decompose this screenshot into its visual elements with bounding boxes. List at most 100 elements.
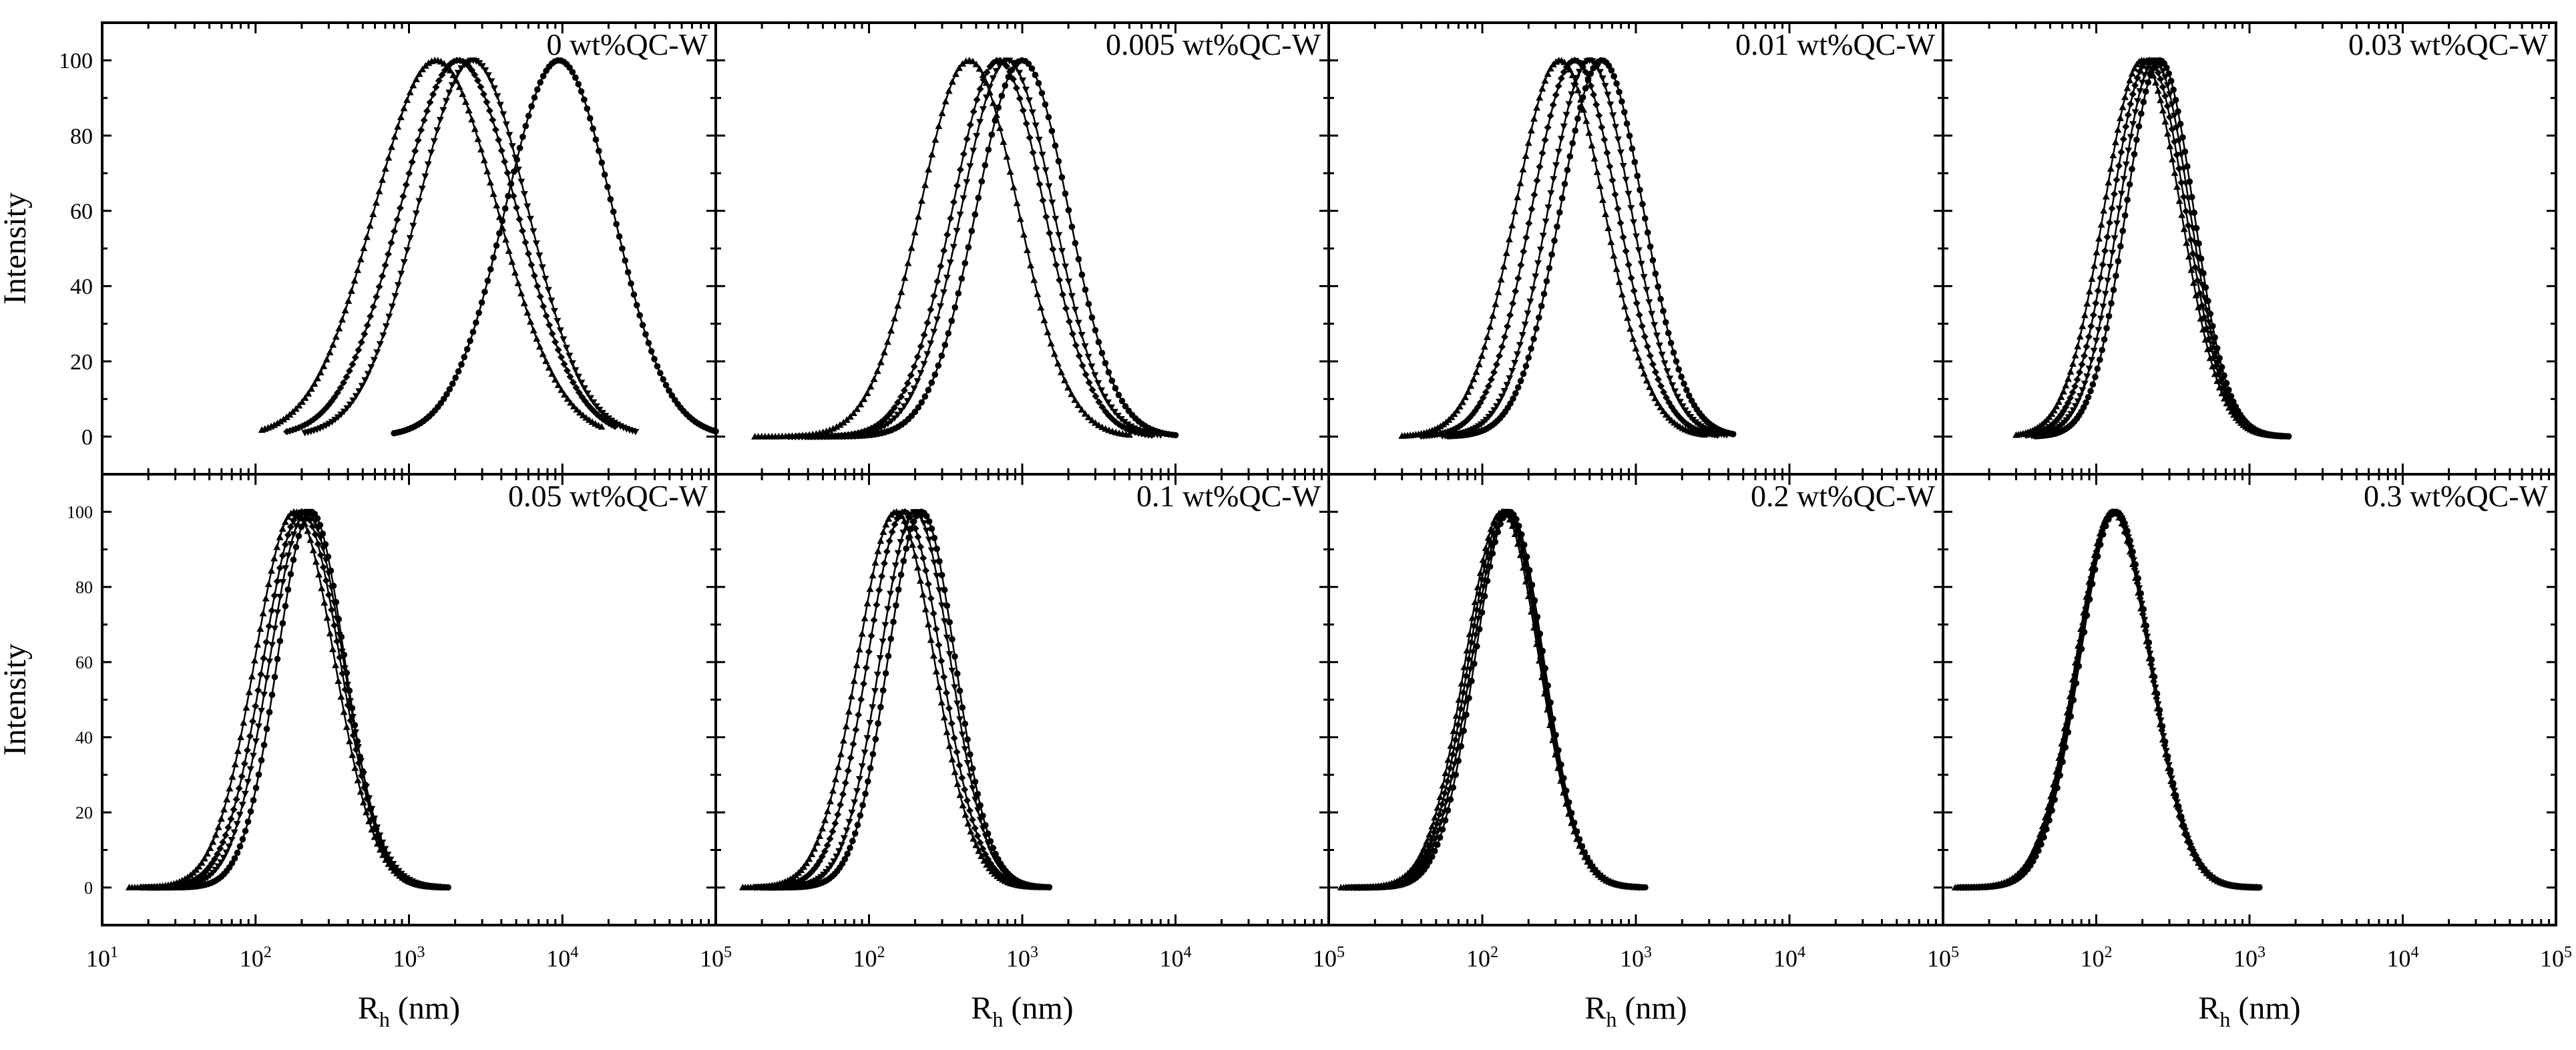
series-line (154, 511, 449, 888)
data-point (2129, 166, 2135, 172)
data-point (1546, 112, 1554, 120)
data-point (366, 222, 374, 229)
data-point (1630, 219, 1638, 226)
data-point (1016, 95, 1024, 103)
data-point (847, 693, 855, 700)
data-point (1068, 293, 1076, 300)
data-point (963, 760, 972, 767)
data-point (1528, 345, 1534, 352)
data-point (209, 838, 217, 845)
data-point (345, 367, 353, 375)
data-point (1633, 299, 1641, 307)
data-point (2168, 102, 2176, 108)
data-point (1536, 163, 1544, 171)
data-point (903, 545, 909, 552)
data-point (1639, 200, 1646, 208)
data-point (2192, 291, 2200, 299)
data-point (1460, 727, 1467, 734)
data-point (1052, 261, 1060, 269)
data-point (351, 764, 359, 771)
data-point (2097, 356, 2103, 363)
data-point (195, 862, 203, 870)
series-4 (151, 508, 451, 891)
data-point (388, 303, 396, 311)
data-point (323, 614, 331, 621)
data-point (983, 861, 991, 868)
x-tick-exponent: 3 (417, 944, 425, 961)
data-point (928, 150, 936, 158)
data-point (2095, 327, 2103, 334)
data-point (834, 810, 842, 818)
data-point (1075, 352, 1083, 360)
data-point (2113, 220, 2121, 228)
data-point (385, 313, 393, 321)
data-point (542, 312, 550, 320)
data-point (519, 134, 526, 140)
data-point (956, 166, 964, 174)
data-point (861, 615, 869, 622)
panel-5: 0.05 wt%QC-W (101, 473, 717, 926)
data-point (946, 619, 953, 626)
data-point (1035, 79, 1042, 87)
data-point (533, 283, 542, 291)
data-point (982, 850, 990, 858)
series-line (808, 59, 1176, 437)
data-point (338, 633, 345, 641)
data-point (1120, 419, 1128, 426)
data-point (875, 586, 883, 594)
data-point (273, 419, 281, 427)
data-point (891, 315, 899, 322)
data-point (262, 675, 270, 682)
y-tick-label: 100 (67, 502, 93, 522)
data-point (278, 525, 286, 532)
data-point (570, 402, 578, 409)
data-point (222, 831, 230, 839)
data-point (1673, 393, 1681, 401)
data-point (897, 539, 905, 546)
data-point (558, 386, 566, 393)
data-point (354, 776, 362, 783)
data-point (2132, 561, 2139, 568)
data-point (845, 819, 853, 826)
data-point (978, 178, 986, 185)
data-point (1059, 291, 1067, 299)
data-point (858, 763, 866, 770)
x-axis-label-sub: h (1606, 1007, 1617, 1031)
x-tick-label: 104 (2387, 944, 2419, 972)
data-point (948, 755, 956, 763)
data-point (445, 884, 451, 891)
data-point (536, 293, 544, 301)
data-point (200, 854, 208, 862)
data-point (224, 824, 232, 832)
data-point (468, 116, 476, 123)
data-point (826, 798, 834, 805)
data-point (290, 556, 297, 563)
data-point (1034, 290, 1042, 297)
data-point (390, 227, 398, 235)
data-point (1573, 828, 1580, 835)
data-point (923, 351, 931, 358)
data-point (1640, 274, 1648, 281)
data-point (1442, 769, 1450, 776)
data-point (1657, 382, 1665, 390)
x-tick-exponent: 5 (2564, 944, 2572, 961)
data-point (1068, 223, 1076, 230)
data-point (1108, 377, 1116, 384)
data-point (1450, 727, 1458, 734)
data-point (343, 669, 351, 677)
data-point (1525, 219, 1533, 227)
data-point (315, 570, 323, 578)
data-point (273, 577, 281, 585)
data-point (891, 562, 899, 570)
plot-frame (101, 473, 717, 926)
data-point (913, 353, 921, 361)
data-point (935, 683, 943, 691)
series-line (1346, 511, 1639, 888)
data-point (648, 348, 655, 355)
x-tick-label: 103 (1006, 944, 1038, 972)
data-point (904, 259, 912, 267)
data-point (2105, 178, 2113, 186)
data-point (1560, 775, 1567, 781)
data-point (927, 547, 935, 554)
data-point (943, 230, 951, 238)
